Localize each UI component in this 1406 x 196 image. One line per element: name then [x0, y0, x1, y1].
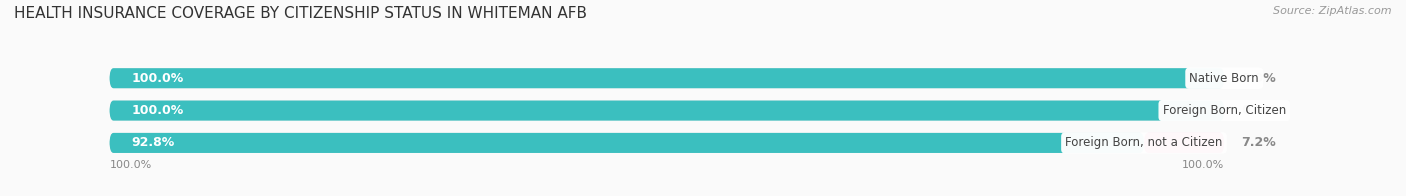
- Text: 7.2%: 7.2%: [1241, 136, 1275, 149]
- Text: Source: ZipAtlas.com: Source: ZipAtlas.com: [1274, 6, 1392, 16]
- Text: Foreign Born, not a Citizen: Foreign Born, not a Citizen: [1066, 136, 1223, 149]
- Text: Foreign Born, Citizen: Foreign Born, Citizen: [1163, 104, 1286, 117]
- FancyBboxPatch shape: [110, 133, 1144, 153]
- FancyBboxPatch shape: [110, 68, 1225, 88]
- FancyBboxPatch shape: [110, 101, 1225, 121]
- Text: 0.0%: 0.0%: [1241, 72, 1275, 85]
- Text: 100.0%: 100.0%: [110, 160, 152, 170]
- FancyBboxPatch shape: [110, 68, 1225, 88]
- Text: 0.0%: 0.0%: [1241, 104, 1275, 117]
- FancyBboxPatch shape: [1144, 133, 1225, 153]
- Text: 100.0%: 100.0%: [132, 72, 184, 85]
- FancyBboxPatch shape: [110, 133, 1225, 153]
- FancyBboxPatch shape: [110, 101, 1225, 121]
- Text: Native Born: Native Born: [1189, 72, 1258, 85]
- Text: 100.0%: 100.0%: [132, 104, 184, 117]
- Text: 92.8%: 92.8%: [132, 136, 176, 149]
- Text: 100.0%: 100.0%: [1182, 160, 1225, 170]
- Text: HEALTH INSURANCE COVERAGE BY CITIZENSHIP STATUS IN WHITEMAN AFB: HEALTH INSURANCE COVERAGE BY CITIZENSHIP…: [14, 6, 588, 21]
